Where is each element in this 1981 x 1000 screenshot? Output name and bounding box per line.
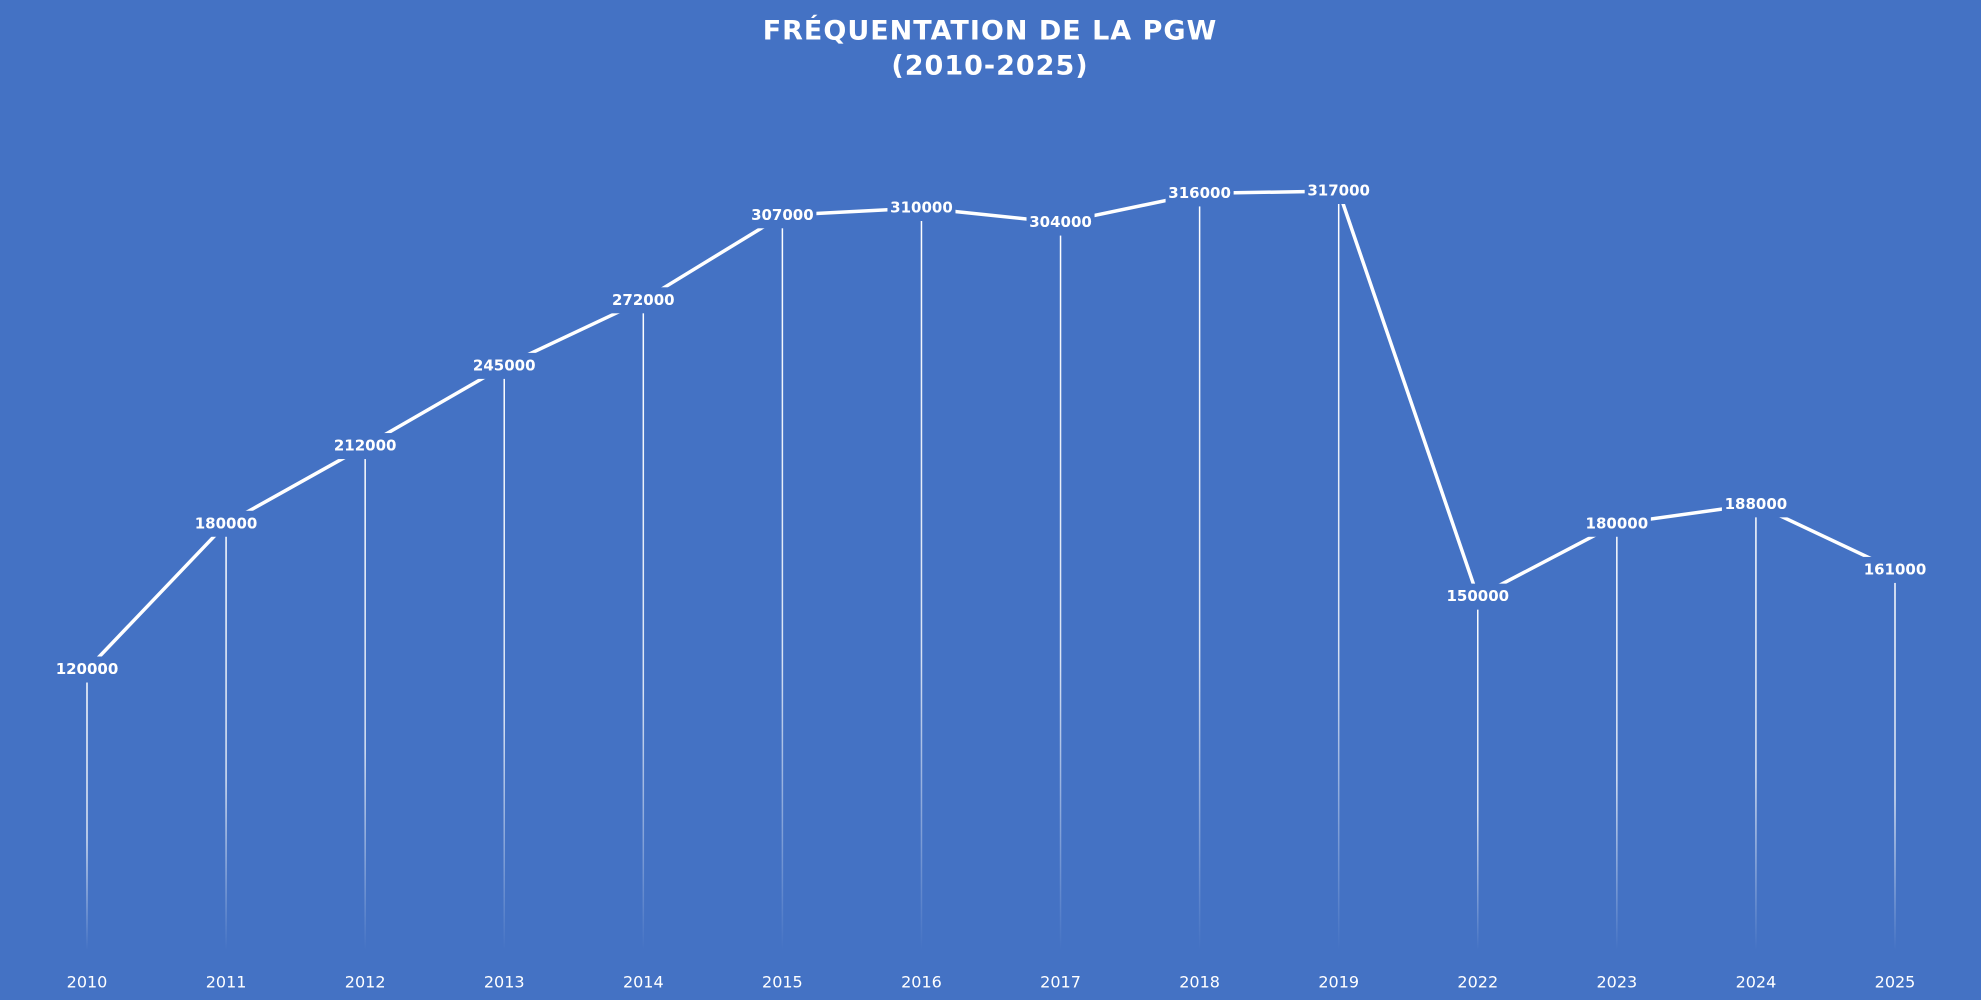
label-box [748,202,817,229]
label-box [1721,491,1790,518]
x-tick-label: 2024 [1736,973,1777,992]
x-tick-label: 2015 [762,973,803,992]
data-label: 188000 [1725,495,1788,513]
drop-line [1616,523,1618,950]
label-box [470,352,539,379]
label-box [331,433,400,460]
data-label: 212000 [334,437,397,455]
data-label: 245000 [473,356,536,374]
drop-line [225,523,227,950]
data-label: 272000 [612,291,675,309]
label-box [887,195,956,222]
label-box [1026,209,1095,236]
x-tick-label: 2019 [1318,973,1359,992]
drop-line [1198,193,1201,950]
x-tick-label: 2017 [1040,973,1081,992]
label-box [1582,510,1651,537]
drop-line [1059,222,1062,951]
label-box [1443,583,1512,610]
data-label: 150000 [1446,587,1509,605]
x-tick-label: 2010 [67,973,108,992]
drop-line [1894,569,1896,950]
label-box [1861,556,1929,583]
data-label: 304000 [1029,213,1092,231]
data-label: 310000 [890,199,953,217]
drop-line [1477,596,1479,950]
label-box [192,510,261,537]
data-label: 120000 [56,660,119,678]
data-label: 180000 [195,514,258,532]
x-tick-label: 2013 [484,973,525,992]
label-box [1304,178,1373,204]
drop-line [364,446,366,950]
x-tick-label: 2025 [1875,973,1916,992]
data-label: 307000 [751,206,814,224]
x-tick-label: 2018 [1179,973,1220,992]
x-tick-label: 2012 [345,973,386,992]
drop-line [86,669,88,950]
chart-title: FRÉQUENTATION DE LA PGW [763,15,1218,47]
label-box [609,287,678,314]
label-box [1165,180,1234,207]
label-box [53,656,121,683]
x-tick-label: 2022 [1457,973,1498,992]
x-tick-label: 2023 [1596,973,1637,992]
data-label: 161000 [1864,560,1927,578]
data-label: 317000 [1307,182,1370,200]
drop-line [503,365,505,950]
drop-line [920,208,923,950]
drop-line [1337,191,1340,950]
data-label: 316000 [1168,184,1231,202]
drop-line [781,215,784,950]
x-tick-label: 2016 [901,973,942,992]
x-tick-label: 2014 [623,973,664,992]
drop-line [1755,504,1757,950]
chart-subtitle: (2010-2025) [891,51,1088,82]
x-tick-label: 2011 [206,973,247,992]
data-label: 180000 [1586,514,1649,532]
drop-line [642,300,645,950]
